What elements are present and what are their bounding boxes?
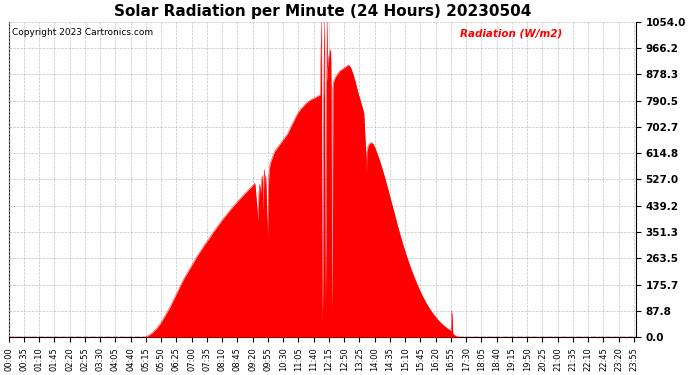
Title: Solar Radiation per Minute (24 Hours) 20230504: Solar Radiation per Minute (24 Hours) 20… <box>114 4 531 19</box>
Text: Copyright 2023 Cartronics.com: Copyright 2023 Cartronics.com <box>12 28 153 37</box>
Text: Radiation (W/m2): Radiation (W/m2) <box>460 28 562 38</box>
